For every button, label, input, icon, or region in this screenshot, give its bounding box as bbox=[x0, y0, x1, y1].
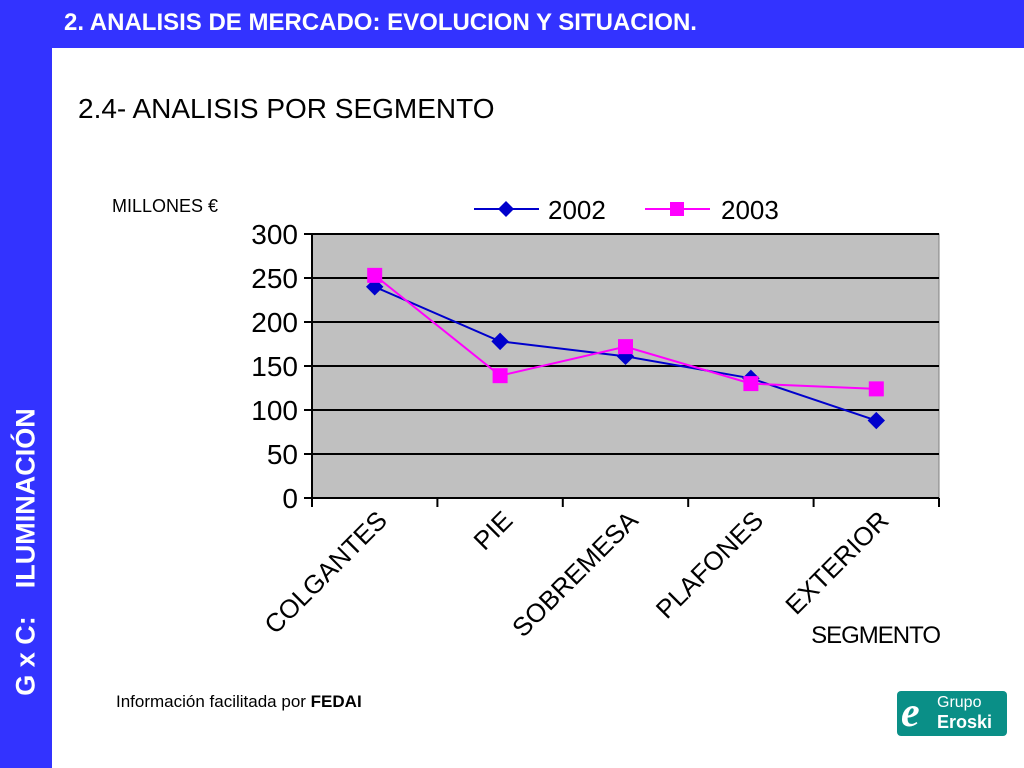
data-point-2002 bbox=[867, 411, 886, 430]
x-axis-title: SEGMENTO bbox=[811, 622, 940, 649]
y-tick-label: 150 bbox=[251, 351, 298, 382]
y-tick-label: 0 bbox=[282, 483, 298, 514]
data-point-2003 bbox=[743, 376, 759, 392]
header-title: 2. ANALISIS DE MERCADO: EVOLUCION Y SITU… bbox=[64, 9, 697, 36]
footer-note-text: Información facilitada por bbox=[116, 692, 306, 711]
footer-source: FEDAI bbox=[310, 692, 362, 711]
x-tick-label: PLAFONES bbox=[650, 505, 769, 624]
x-tick-label: PIE bbox=[467, 505, 518, 556]
legend-label-2003: 2003 bbox=[721, 195, 779, 225]
x-tick-label: SOBREMESA bbox=[506, 505, 644, 643]
grupo-eroski-logo: e Grupo Eroski bbox=[897, 691, 1007, 736]
y-tick-label: 50 bbox=[267, 439, 298, 470]
data-point-2002 bbox=[491, 332, 509, 351]
data-point-2003 bbox=[618, 339, 633, 355]
logo-line2: Eroski bbox=[937, 712, 993, 732]
data-point-2003 bbox=[868, 381, 884, 397]
y-tick-label: 300 bbox=[251, 219, 298, 250]
x-tick-label: EXTERIOR bbox=[779, 505, 894, 620]
logo-line1: Grupo bbox=[937, 694, 982, 711]
logo-mark: e bbox=[901, 690, 920, 736]
data-point-2003 bbox=[367, 267, 383, 283]
legend-label-2002: 2002 bbox=[548, 195, 606, 225]
legend-marker-2003 bbox=[670, 202, 684, 216]
header-bar: 2. ANALISIS DE MERCADO: EVOLUCION Y SITU… bbox=[52, 0, 1024, 48]
y-tick-label: 200 bbox=[251, 307, 298, 338]
section-title: 2.4- ANALISIS POR SEGMENTO bbox=[78, 93, 495, 124]
y-tick-label: 250 bbox=[251, 263, 298, 294]
y-tick-label: 100 bbox=[251, 395, 298, 426]
y-axis-title: MILLONES € bbox=[112, 196, 218, 216]
footer-note: Información facilitada por FEDAI bbox=[116, 692, 362, 712]
data-point-2003 bbox=[492, 368, 508, 384]
x-tick-label: COLGANTES bbox=[258, 505, 393, 640]
legend-marker-2002 bbox=[498, 201, 514, 217]
sidebar: G x C:ILUMINACIÓN bbox=[0, 0, 52, 768]
